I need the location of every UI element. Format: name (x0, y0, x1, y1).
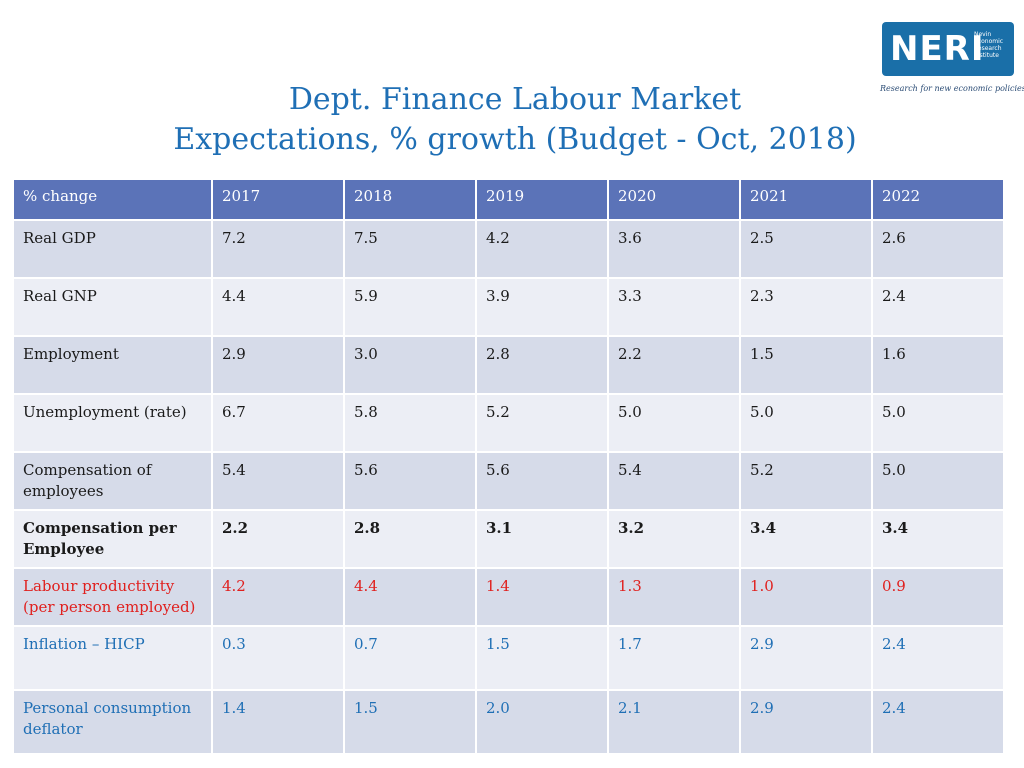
cell-value: 5.0 (739, 393, 873, 453)
header-cell: 2017 (211, 178, 345, 221)
cell-value: 2.4 (871, 277, 1005, 337)
logo-tagline: Research for new economic policies (880, 84, 1024, 93)
header-cell: 2021 (739, 178, 873, 221)
logo-word: NERI (890, 29, 985, 69)
cell-value: 7.2 (211, 219, 345, 279)
cell-value: 1.3 (607, 567, 741, 627)
cell-value: 5.4 (211, 451, 345, 511)
header-cell: 2018 (343, 178, 477, 221)
cell-value: 2.5 (739, 219, 873, 279)
cell-value: 5.9 (343, 277, 477, 337)
cell-value: 1.4 (475, 567, 609, 627)
table-row: Compensation of employees 5.4 5.6 5.6 5.… (12, 451, 1005, 511)
cell-value: 2.1 (607, 689, 741, 755)
cell-value: 1.4 (211, 689, 345, 755)
cell-value: 4.2 (475, 219, 609, 279)
table-row: Personal consumption deflator 1.4 1.5 2.… (12, 689, 1005, 755)
table-row: Unemployment (rate) 6.7 5.8 5.2 5.0 5.0 … (12, 393, 1005, 453)
header-cell: 2020 (607, 178, 741, 221)
cell-value: 7.5 (343, 219, 477, 279)
row-label: Employment (12, 335, 213, 395)
cell-value: 5.8 (343, 393, 477, 453)
row-label: Compensation per Employee (12, 509, 213, 569)
cell-value: 1.5 (475, 625, 609, 691)
cell-value: 4.2 (211, 567, 345, 627)
logo-box: NERI Nevin Economic Research Institute (882, 22, 1014, 76)
title-line-2: Expectations, % growth (Budget - Oct, 20… (173, 122, 857, 157)
cell-value: 3.9 (475, 277, 609, 337)
table-row: Labour productivity (per person employed… (12, 567, 1005, 627)
header-cell: % change (12, 178, 213, 221)
cell-value: 1.7 (607, 625, 741, 691)
table-header-row: % change 2017 2018 2019 2020 2021 2022 (12, 178, 1005, 221)
cell-value: 2.8 (475, 335, 609, 395)
cell-value: 5.6 (475, 451, 609, 511)
header-cell: 2019 (475, 178, 609, 221)
cell-value: 2.6 (871, 219, 1005, 279)
row-label: Inflation – HICP (12, 625, 213, 691)
cell-value: 5.0 (871, 451, 1005, 511)
cell-value: 3.2 (607, 509, 741, 569)
cell-value: 2.4 (871, 689, 1005, 755)
cell-value: 3.4 (871, 509, 1005, 569)
cell-value: 2.9 (739, 625, 873, 691)
cell-value: 5.6 (343, 451, 477, 511)
cell-value: 2.0 (475, 689, 609, 755)
cell-value: 5.4 (607, 451, 741, 511)
labour-market-table: % change 2017 2018 2019 2020 2021 2022 R… (12, 178, 1005, 755)
row-label: Real GDP (12, 219, 213, 279)
cell-value: 1.5 (343, 689, 477, 755)
row-label: Real GNP (12, 277, 213, 337)
slide-title: Dept. Finance Labour Market Expectations… (120, 80, 910, 160)
cell-value: 4.4 (343, 567, 477, 627)
row-label: Personal consumption deflator (12, 689, 213, 755)
table-row: Real GNP 4.4 5.9 3.9 3.3 2.3 2.4 (12, 277, 1005, 337)
table-row: Real GDP 7.2 7.5 4.2 3.6 2.5 2.6 (12, 219, 1005, 279)
cell-value: 2.3 (739, 277, 873, 337)
cell-value: 3.3 (607, 277, 741, 337)
cell-value: 3.0 (343, 335, 477, 395)
cell-value: 5.2 (475, 393, 609, 453)
cell-value: 6.7 (211, 393, 345, 453)
table-row: Compensation per Employee 2.2 2.8 3.1 3.… (12, 509, 1005, 569)
row-label: Compensation of employees (12, 451, 213, 511)
cell-value: 2.4 (871, 625, 1005, 691)
cell-value: 2.2 (211, 509, 345, 569)
row-label: Unemployment (rate) (12, 393, 213, 453)
cell-value: 0.3 (211, 625, 345, 691)
cell-value: 4.4 (211, 277, 345, 337)
logo-sub-line: Nevin (974, 31, 992, 38)
table-row: Employment 2.9 3.0 2.8 2.2 1.5 1.6 (12, 335, 1005, 395)
row-label: Labour productivity (per person employed… (12, 567, 213, 627)
logo-subtitle: Nevin Economic Research Institute (974, 31, 1014, 59)
cell-value: 1.6 (871, 335, 1005, 395)
cell-value: 2.8 (343, 509, 477, 569)
cell-value: 0.9 (871, 567, 1005, 627)
cell-value: 3.4 (739, 509, 873, 569)
cell-value: 1.5 (739, 335, 873, 395)
cell-value: 3.1 (475, 509, 609, 569)
logo-sub-line: Institute (974, 52, 999, 59)
cell-value: 2.9 (211, 335, 345, 395)
cell-value: 3.6 (607, 219, 741, 279)
cell-value: 5.0 (607, 393, 741, 453)
logo-sub-line: Economic (974, 38, 1004, 45)
cell-value: 0.7 (343, 625, 477, 691)
cell-value: 2.2 (607, 335, 741, 395)
logo-sub-line: Research (974, 45, 1002, 52)
header-cell: 2022 (871, 178, 1005, 221)
cell-value: 5.2 (739, 451, 873, 511)
neri-logo: NERI Nevin Economic Research Institute R… (880, 20, 1024, 100)
cell-value: 5.0 (871, 393, 1005, 453)
table-row: Inflation – HICP 0.3 0.7 1.5 1.7 2.9 2.4 (12, 625, 1005, 691)
title-line-1: Dept. Finance Labour Market (288, 82, 742, 117)
cell-value: 2.9 (739, 689, 873, 755)
cell-value: 1.0 (739, 567, 873, 627)
